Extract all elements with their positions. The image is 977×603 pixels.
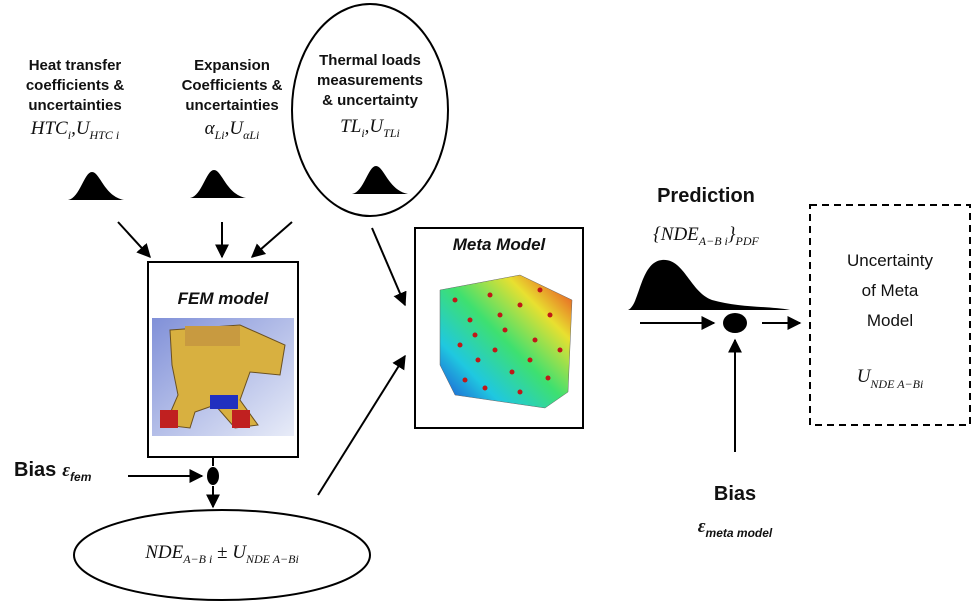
formula-sub: NDE A−Bi xyxy=(245,552,299,566)
formula-sub: NDE A−Bi xyxy=(869,377,923,391)
formula-part: } xyxy=(728,224,736,245)
fem-title: FEM model xyxy=(178,289,270,308)
fem-part xyxy=(232,410,250,428)
input-label: Coefficients & xyxy=(182,77,283,94)
bias-label: Bias xyxy=(14,459,56,481)
uncertainty-box xyxy=(809,204,971,426)
input-expansion: Expansion Coefficients & uncertainties α… xyxy=(182,57,283,198)
formula-part: ,U xyxy=(225,118,245,139)
prediction-formula: {NDEA−B i}PDF xyxy=(653,224,759,248)
arrow xyxy=(117,221,151,259)
uncertainty-label: Uncertainty xyxy=(847,251,933,270)
formula-part: TL xyxy=(340,116,361,137)
input-ellipse xyxy=(291,3,449,217)
meta-surface xyxy=(439,274,573,409)
uncertainty-formula: UNDE A−Bi xyxy=(857,366,924,391)
distribution-icon xyxy=(190,170,246,198)
formula-sub: αLi xyxy=(243,128,259,142)
input-formula: HTCi,UHTC i xyxy=(30,118,119,142)
input-label: uncertainties xyxy=(28,97,121,114)
bias-symbol: ε xyxy=(698,516,706,537)
distribution-icon xyxy=(628,259,790,310)
formula-part: α xyxy=(205,118,216,139)
formula-sub: Li xyxy=(214,128,225,142)
sum-node xyxy=(207,467,219,485)
formula-sub: A−B i xyxy=(182,552,212,566)
input-label: uncertainties xyxy=(185,97,278,114)
bias-symbol: ε xyxy=(62,460,70,481)
fem-part xyxy=(210,395,238,409)
formula-part: ± U xyxy=(212,542,247,563)
bias-fem: Bias εfem xyxy=(14,459,92,484)
bias-symbol-sub: fem xyxy=(70,470,92,484)
sample-points xyxy=(452,287,563,395)
fem-model: FEM model xyxy=(147,261,299,458)
formula-part: ,U xyxy=(365,116,385,137)
formula-sub: TLi xyxy=(383,126,400,140)
arrow xyxy=(371,227,407,307)
formula-part: ,U xyxy=(71,118,91,139)
input-label: Expansion xyxy=(194,57,270,74)
input-label: coefficients & xyxy=(26,77,125,94)
result-formula: NDEA−B i ± UNDE A−Bi xyxy=(144,542,299,566)
distribution-icon xyxy=(68,172,124,200)
fem-part xyxy=(160,410,178,428)
distribution-icon xyxy=(352,166,408,194)
input-formula: αLi,UαLi xyxy=(205,118,260,142)
formula-part: NDE xyxy=(144,542,183,563)
input-label: & uncertainty xyxy=(322,92,419,109)
bias-meta-symbol: εmeta model xyxy=(698,516,773,540)
sum-node xyxy=(723,313,747,333)
formula-part: HTC xyxy=(30,118,68,139)
formula-sub: PDF xyxy=(734,234,759,248)
input-label: measurements xyxy=(317,72,423,89)
bias-symbol-sub: meta model xyxy=(706,526,773,540)
formula-sub: i xyxy=(68,128,71,142)
formula-sub: HTC i xyxy=(89,128,120,142)
input-thermal-loads: Thermal loads measurements & uncertainty… xyxy=(291,3,449,217)
formula-sub: i xyxy=(361,126,364,140)
formula-sub: A−B i xyxy=(698,234,728,248)
formula-part: U xyxy=(857,366,872,387)
meta-title: Meta Model xyxy=(453,235,547,254)
prediction-title: Prediction xyxy=(657,185,755,207)
formula-part: {NDE xyxy=(653,224,699,245)
arrow xyxy=(317,354,406,496)
uncertainty-label: Model xyxy=(867,311,913,330)
uncertainty-label: of Meta xyxy=(862,281,919,300)
arrow xyxy=(250,221,293,258)
input-label: Thermal loads xyxy=(319,52,421,69)
meta-model: Meta Model xyxy=(414,227,584,429)
bias-meta-label: Bias xyxy=(714,483,756,505)
input-heat-transfer: Heat transfer coefficients & uncertainti… xyxy=(26,57,125,200)
input-formula: TLi,UTLi xyxy=(340,116,400,140)
fem-part xyxy=(185,326,240,346)
input-label: Heat transfer xyxy=(29,57,122,74)
result-ellipse xyxy=(73,509,371,601)
